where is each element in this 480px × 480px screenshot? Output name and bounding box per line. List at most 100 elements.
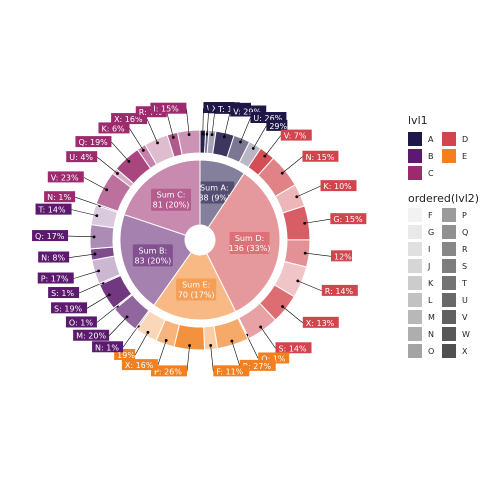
callout-label: N: 1%	[95, 343, 119, 352]
callout-label: O: 1%	[69, 318, 93, 327]
callout-label: N: 1%	[47, 193, 71, 202]
callout-label: N: 15%	[305, 153, 334, 162]
callout-line	[223, 111, 231, 137]
callout-box	[73, 329, 110, 341]
callout-line	[296, 185, 321, 198]
callout-dot	[141, 148, 145, 152]
callout-line	[186, 345, 190, 372]
callout-label: 12%	[334, 252, 352, 261]
callout-line	[75, 196, 100, 206]
legend-lvl2-swatch	[408, 242, 422, 256]
legend-lvl1-swatch	[408, 149, 422, 163]
callout-label: N: 8%	[41, 254, 65, 263]
callout-line	[166, 112, 174, 138]
callout-dot	[303, 221, 307, 225]
callout-box	[213, 365, 250, 377]
legend-lvl2-swatch	[408, 208, 422, 222]
callout-box	[44, 191, 76, 203]
callout-label: U: 26%	[253, 114, 282, 123]
callout-dot	[164, 339, 168, 342]
callout-line	[108, 316, 128, 336]
callout-box	[266, 119, 288, 131]
callout-line	[297, 280, 322, 292]
callout-line	[97, 156, 118, 174]
legend-lvl2-label: V	[462, 313, 468, 322]
callout-dot	[105, 188, 109, 192]
legend-lvl1-swatch	[408, 132, 422, 146]
callout-box	[330, 250, 352, 262]
callout-box	[258, 352, 290, 364]
callout-box	[47, 171, 84, 183]
callout-box	[302, 316, 339, 328]
legend-lvl2-swatch	[408, 259, 422, 273]
legend-lvl2-swatch	[408, 327, 422, 341]
callout-line	[253, 125, 267, 149]
callout-line	[305, 252, 332, 257]
callout-label: X: 16%	[125, 361, 154, 370]
legend-lvl2-label: P	[462, 211, 467, 220]
callout-label: F: 11%	[216, 367, 243, 376]
legend-lvl2-label: F	[428, 211, 433, 220]
callout-dot	[95, 214, 99, 218]
callout-line	[282, 306, 303, 324]
callout-dot	[222, 135, 226, 139]
callout-label: P: 26%	[154, 367, 182, 376]
legend-lvl2-swatch	[408, 344, 422, 358]
callout-box	[320, 180, 357, 192]
callout-box	[330, 213, 367, 225]
callout-label: S: 19%	[54, 304, 82, 313]
inner-label-text: Sum C:	[157, 191, 186, 200]
callout-line	[146, 118, 158, 144]
inner-label-box	[194, 181, 235, 204]
callout-box	[66, 151, 98, 163]
legend-lvl1-swatch	[442, 149, 456, 163]
legend-lvl2-swatch	[442, 276, 456, 290]
inner-label-text: 70 (17%)	[178, 290, 215, 299]
callout-label: K: 6%	[101, 124, 125, 133]
inner-label-text: Sum B:	[139, 246, 168, 255]
callout-label: Q: 19%	[78, 138, 108, 147]
callout-label: Q: 1%	[261, 354, 286, 363]
legend-lvl2-swatch	[442, 327, 456, 341]
callout-box	[37, 272, 74, 284]
legend-lvl1-label: D	[462, 135, 468, 144]
callout-label: S: 14%	[279, 344, 307, 353]
callout-box	[239, 359, 276, 371]
callout-label: S: 1%	[51, 289, 74, 298]
callout-line	[73, 270, 99, 279]
legend-lvl2-label: T	[461, 279, 467, 288]
callout-label: X: 13%	[306, 319, 335, 328]
callout-box	[150, 102, 187, 114]
callout-box	[250, 112, 287, 124]
inner-label-text: 81 (20%)	[153, 201, 190, 210]
callout-line	[86, 294, 110, 309]
callout-line	[96, 305, 118, 323]
callout-line	[246, 335, 259, 359]
legend-lvl2-label: K	[428, 279, 434, 288]
callout-line	[210, 345, 214, 372]
callout-line	[78, 282, 104, 294]
callout-label: M: 20%	[76, 332, 106, 341]
legend-lvl2-label: O	[428, 347, 434, 356]
callout-label: K: 10%	[324, 182, 353, 191]
legend-lvl1-swatch	[442, 132, 456, 146]
legend-lvl1-label: A	[428, 135, 434, 144]
callout-box	[280, 129, 312, 141]
callout-label: I: 15%	[153, 105, 179, 114]
callout-label: 29%	[269, 122, 287, 131]
callout-line	[260, 326, 276, 349]
callout-box	[321, 284, 358, 296]
callout-box	[151, 365, 188, 377]
inner-label-box	[229, 232, 270, 255]
legend-lvl2-swatch	[442, 344, 456, 358]
callout-line	[157, 340, 167, 366]
callout-line	[129, 128, 144, 151]
inner-label-box	[132, 244, 173, 267]
legend-lvl2-swatch	[442, 225, 456, 239]
inner-label-text: 83 (20%)	[134, 256, 171, 265]
callout-label: 19%	[117, 351, 135, 360]
legend-lvl2-title: ordered(lvl2)	[408, 192, 479, 205]
callout-label: Q: 17%	[35, 232, 65, 241]
legend-lvl2-swatch	[408, 225, 422, 239]
